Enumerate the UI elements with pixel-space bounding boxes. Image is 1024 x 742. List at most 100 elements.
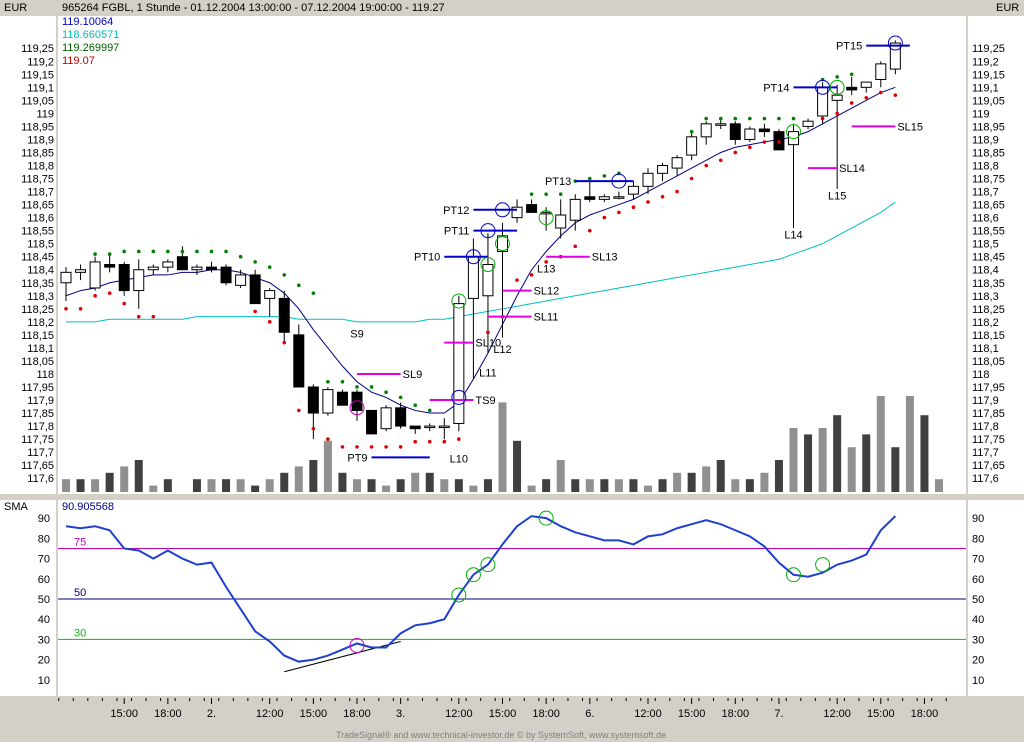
stop-dot-green (558, 192, 563, 196)
signal-circle (349, 400, 365, 416)
signal-circle (480, 257, 496, 273)
price-tick-right: 118,45 (972, 252, 1005, 264)
signal-label-l14: L14 (784, 229, 802, 241)
price-tick-left: 118,5 (27, 239, 54, 251)
price-tick-right: 117,95 (972, 382, 1005, 394)
volume-bar (280, 472, 289, 492)
sma-tick-left: 30 (38, 634, 50, 646)
time-tick-label: 15:00 (300, 708, 328, 720)
volume-bar (745, 479, 754, 492)
volume-bar (120, 466, 129, 492)
stop-dot-red (122, 301, 126, 306)
stop-dot-green (704, 116, 708, 121)
volume-bar (847, 447, 856, 492)
stop-dot-red (340, 445, 345, 449)
sma-tick-left: 70 (38, 554, 50, 566)
price-tick-left: 118,35 (21, 278, 54, 290)
candle-bull (60, 271, 72, 284)
signal-label-s9: S9 (350, 328, 363, 340)
price-tick-left: 119 (36, 108, 54, 120)
candle-bull (191, 266, 203, 271)
stop-dot-red (762, 140, 767, 144)
readout-1: 119.10064 (62, 16, 114, 28)
volume-bar (833, 415, 842, 492)
candle-bull (889, 42, 901, 70)
time-tick-label: 18:00 (154, 708, 182, 720)
signal-label-l13: L13 (537, 263, 555, 275)
stop-dot-red (136, 314, 141, 319)
level-label-pt10: PT10 (414, 252, 440, 264)
stop-dot-red (820, 116, 825, 121)
price-tick-right: 118,4 (972, 265, 999, 277)
sma-tick-left: 10 (38, 675, 50, 687)
level-label-sl14: SL14 (839, 163, 865, 175)
candle-bull (642, 172, 654, 187)
price-tick-left: 119,05 (21, 95, 54, 107)
price-tick-left: 118,1 (27, 343, 54, 355)
candle-bull (700, 123, 712, 138)
volume-bar (265, 479, 274, 492)
volume-bar (571, 479, 580, 492)
stop-dot-green (398, 395, 403, 400)
time-tick-label: 3. (396, 708, 405, 720)
volume-bar (338, 472, 347, 492)
price-tick-right: 118,3 (972, 291, 999, 303)
price-tick-left: 117,6 (27, 473, 54, 485)
signal-circle (815, 79, 831, 95)
chart-title: 965264 FGBL, 1 Stunde - 01.12.2004 13:00… (62, 2, 445, 14)
price-tick-left: 118,15 (21, 330, 54, 342)
price-tick-right: 119,15 (972, 69, 1005, 81)
signal-circle (451, 389, 467, 405)
volume-bar (309, 460, 318, 492)
stop-dot-red (879, 90, 883, 95)
price-tick-right: 117,7 (972, 447, 999, 459)
price-tick-right: 118,7 (972, 187, 999, 199)
candle-bear (293, 334, 305, 388)
price-tick-left: 117,75 (21, 434, 54, 446)
price-tick-left: 118,45 (21, 252, 54, 264)
stop-dot-red (835, 111, 839, 116)
volume-bar (411, 472, 420, 492)
price-tick-left: 117,8 (27, 421, 54, 433)
level-label-sl13: SL13 (592, 252, 618, 264)
price-panel (58, 16, 966, 494)
time-tick-label: 18:00 (722, 708, 750, 720)
stop-dot-red (544, 260, 548, 264)
stop-dot-green (297, 283, 301, 288)
volume-bar (614, 479, 623, 492)
price-tick-left: 118,4 (27, 265, 54, 277)
candle-bear (278, 297, 290, 333)
level-label-pt12: PT12 (443, 205, 469, 217)
stop-dot-green (326, 379, 330, 384)
sma-tick-right: 50 (972, 594, 984, 606)
volume-bar (556, 460, 565, 492)
volume-bar (644, 485, 652, 492)
volume-bar (76, 479, 85, 492)
candle-bull (671, 157, 683, 169)
stop-dot-red (64, 307, 68, 311)
level-label-ts9: TS9 (475, 395, 495, 407)
stop-dot-red (486, 330, 490, 335)
left-axis-panel-sma (0, 500, 56, 696)
candle-bear (104, 264, 116, 268)
signal-circle (611, 173, 627, 189)
sma-tick-right: 70 (972, 554, 984, 566)
stop-dot-green (224, 249, 228, 254)
volume-bar (483, 479, 492, 492)
stop-dot-red (457, 437, 461, 441)
candle-bull (322, 389, 334, 414)
volume-bar (498, 402, 507, 492)
price-tick-right: 119 (972, 108, 990, 120)
volume-bar (702, 466, 711, 492)
time-tick-label: 18:00 (532, 708, 560, 720)
stop-dot-green (849, 72, 854, 77)
sma-tick-right: 30 (972, 634, 984, 646)
readout-3: 119.269997 (62, 42, 120, 54)
level-label-sl9: SL9 (403, 369, 423, 381)
stop-dot-red (107, 291, 112, 295)
time-tick-label: 12:00 (634, 708, 662, 720)
candle-bull (555, 214, 567, 229)
sma-tick-left: 40 (38, 614, 50, 626)
sma-label: SMA (4, 501, 28, 513)
stop-dot-red (675, 189, 679, 194)
